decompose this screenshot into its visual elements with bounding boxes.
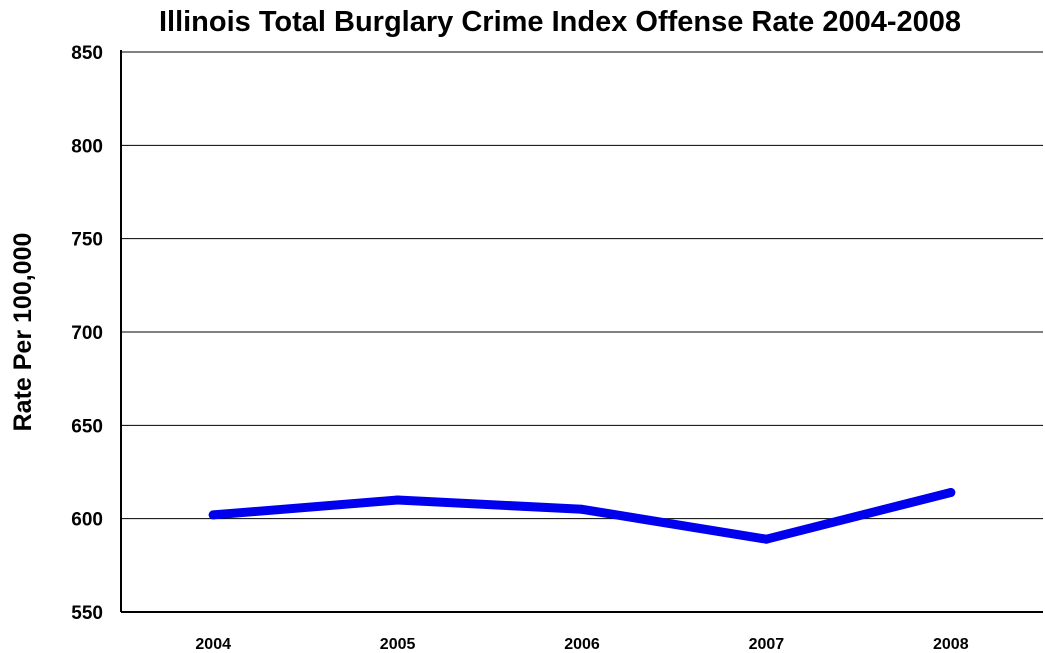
data-point-2008 [946, 488, 956, 498]
x-tick-label: 2005 [380, 636, 416, 653]
y-tick-label: 550 [71, 603, 103, 624]
x-axis-ticks: 2004 2005 2006 2007 2008 [195, 636, 968, 653]
y-tick-label: 650 [71, 416, 103, 437]
y-tick-label: 600 [71, 510, 103, 531]
x-tick-label: 2008 [933, 636, 969, 653]
series-group [208, 488, 956, 544]
chart-title: Illinois Total Burglary Crime Index Offe… [159, 6, 961, 38]
y-tick-label: 800 [71, 136, 103, 157]
data-point-2005 [393, 495, 403, 505]
data-point-2004 [208, 510, 218, 520]
x-tick-label: 2006 [564, 636, 600, 653]
y-tick-label: 750 [71, 230, 103, 251]
y-axis-ticks: 550 600 650 700 750 800 850 [71, 43, 103, 624]
y-tick-label: 850 [71, 43, 103, 64]
gridlines [121, 51, 1043, 520]
y-tick-label: 700 [71, 323, 103, 344]
x-tick-label: 2007 [749, 636, 785, 653]
series-line [208, 488, 956, 544]
data-point-2007 [761, 534, 771, 544]
x-tick-label: 2004 [195, 636, 231, 653]
data-point-2006 [577, 504, 587, 514]
axes [120, 50, 1043, 613]
y-axis-label: Rate Per 100,000 [9, 233, 37, 432]
